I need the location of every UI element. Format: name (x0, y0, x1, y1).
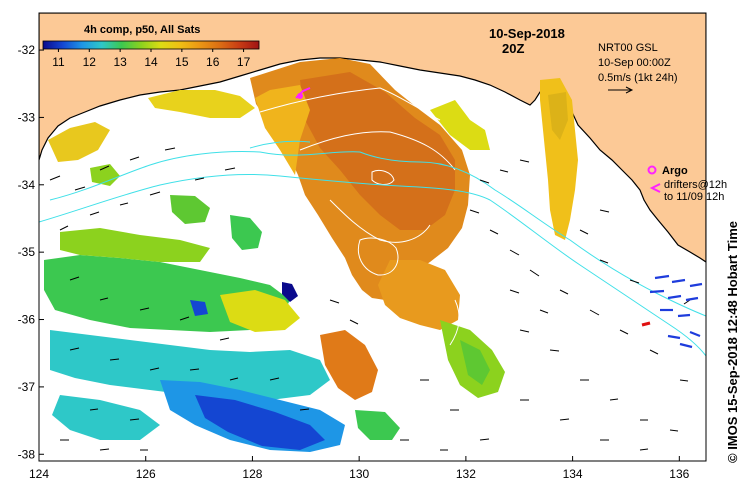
current-arrows (49, 147, 691, 451)
colorbar: 4h comp, p50, All Sats 11 12 13 14 15 16 17 (42, 24, 260, 69)
x-axis-tick-label: 128 (242, 467, 262, 481)
colorbar-tick-label: 17 (237, 55, 251, 69)
y-axis: -32 -33 -34 -35 -36 -37 -38 (18, 43, 44, 461)
colorbar-tick-label: 13 (113, 55, 127, 69)
current-info-line3: 0.5m/s (1kt 24h) (598, 72, 677, 84)
colorbar-tick-label: 15 (175, 55, 189, 69)
y-axis-tick-label: -38 (18, 447, 36, 461)
drifter-legend-icon (649, 183, 661, 193)
x-axis-tick-label: 130 (349, 467, 369, 481)
colorbar-tick-label: 12 (83, 55, 97, 69)
copyright-side-label: © IMOS 15-Sep-2018 12:48 Hobart Time (725, 221, 740, 463)
x-axis-tick-label: 136 (669, 467, 689, 481)
colorbar-tick-label: 14 (144, 55, 158, 69)
drifter-arrows (649, 274, 703, 349)
colorbar-title: 4h comp, p50, All Sats (84, 24, 200, 36)
x-axis-tick-label: 124 (29, 467, 49, 481)
plot-frame (38, 12, 707, 462)
colorbar-tick-label: 16 (206, 55, 220, 69)
y-axis-tick-label: -35 (18, 245, 36, 259)
x-axis: 124 126 128 130 132 134 136 (29, 456, 690, 481)
x-axis-tick-label: 126 (136, 467, 156, 481)
drifter-red-marker (641, 321, 651, 327)
y-axis-tick-label: -34 (18, 178, 36, 192)
current-info-line2: 10-Sep 00:00Z (598, 57, 671, 69)
sst-contours (259, 87, 460, 346)
x-axis-tick-label: 134 (563, 467, 583, 481)
colorbar-tick-label: 11 (52, 55, 65, 69)
argo-legend-label: Argo (662, 165, 688, 177)
drifter-legend-to: to 11/09 12h (664, 191, 724, 203)
time-title: 20Z (502, 41, 524, 56)
scale-arrow-icon (608, 86, 634, 94)
argo-legend-icon (647, 165, 657, 175)
sst-layer (44, 58, 578, 452)
current-contours (39, 140, 706, 357)
y-axis-tick-label: -37 (18, 380, 36, 394)
y-axis-tick-label: -32 (18, 43, 36, 57)
y-axis-tick-label: -33 (18, 110, 36, 124)
y-axis-tick-label: -36 (18, 313, 36, 327)
date-title: 10-Sep-2018 (489, 26, 565, 41)
argo-float-marker (295, 87, 311, 99)
colorbar-ticks: 11 12 13 14 15 16 17 (52, 49, 251, 69)
x-axis-tick-label: 132 (456, 467, 476, 481)
argo-legend: Argo drifters@12h to 11/09 12h (647, 165, 727, 203)
colorbar-gradient (42, 40, 260, 50)
current-info-line1: NRT00 GSL (598, 42, 658, 54)
drifter-legend-label: drifters@12h (664, 179, 727, 191)
land-mass (39, 13, 706, 263)
